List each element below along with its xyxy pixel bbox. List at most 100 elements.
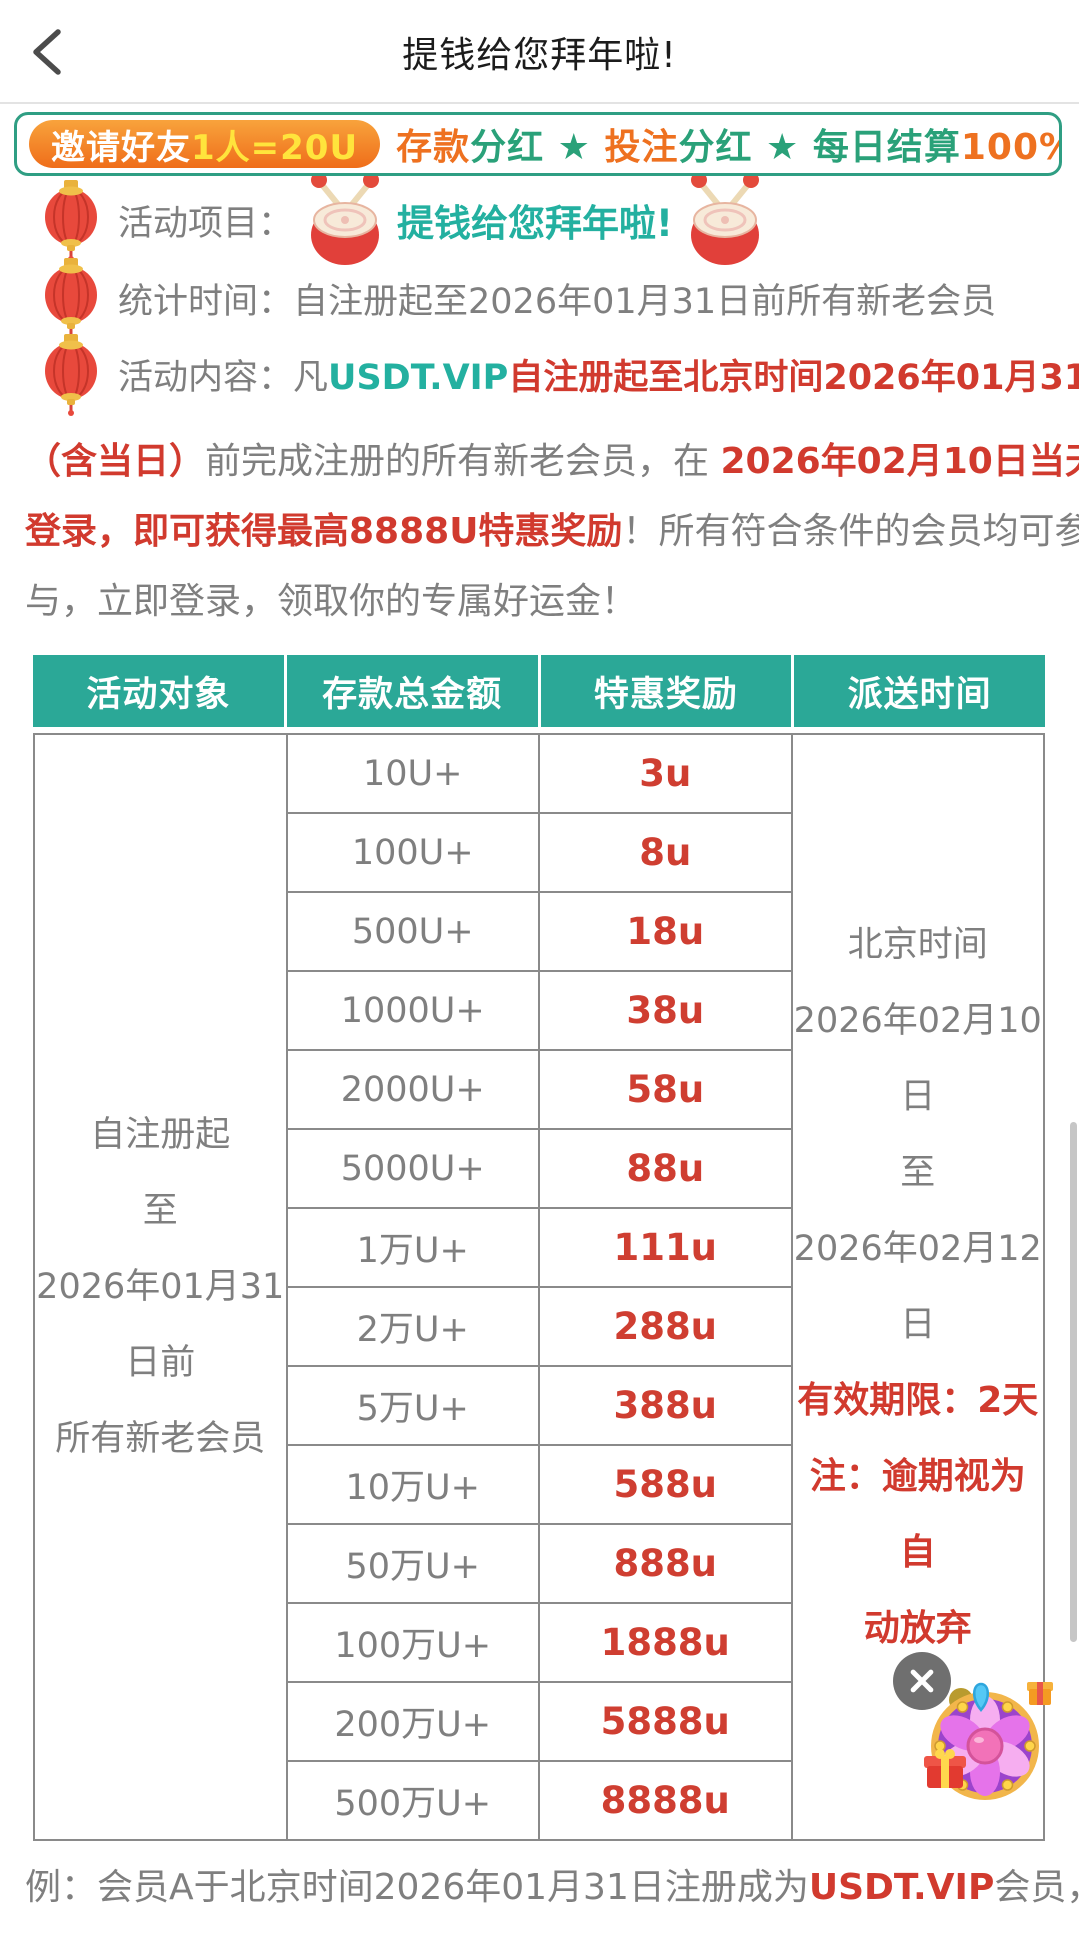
- delivery-line: 2026年02月12: [793, 1229, 1042, 1269]
- info-label: 活动项目：: [118, 203, 294, 244]
- audience-cell: 自注册起至 2026年01月31 日前 所有新老会员: [33, 733, 288, 1841]
- text-segment: 每日结算: [812, 127, 961, 168]
- text-segment: 登录，即可获得最高8888U特惠奖励: [25, 511, 623, 552]
- text-segment: USDT.VIP: [808, 1867, 995, 1908]
- gift-icon: [924, 1749, 966, 1788]
- activity-description: （含当日）前完成注册的所有新老会员，在 2026年02月10日当天 登录，即可获…: [25, 427, 1079, 637]
- scrollbar[interactable]: [1070, 1122, 1077, 1642]
- table-row: 500万U+ 8888u: [34, 1760, 1044, 1841]
- prize-wheel-icon: [924, 1682, 1053, 1800]
- deposit-cell: 10U+: [285, 733, 540, 814]
- reward-cell: 388u: [538, 1365, 793, 1446]
- text-segment: ！所有符合条件的会员均可参: [622, 511, 1079, 552]
- description-line: （含当日）前完成注册的所有新老会员，在 2026年02月10日当天: [25, 427, 1079, 497]
- text-segment: 100%赚钱: [960, 127, 1059, 168]
- table-row: 5万U+ 388u: [34, 1365, 1044, 1446]
- text-segment: 1人=20U: [191, 127, 359, 168]
- lantern-icon: [45, 334, 97, 416]
- close-button[interactable]: [893, 1652, 951, 1710]
- example-note: 例：会员A于北京时间2026年01月31日注册成为USDT.VIP会员，并: [25, 1862, 1079, 1914]
- info-label: 活动内容：: [118, 357, 294, 398]
- delivery-line: 至: [900, 1153, 936, 1193]
- reward-cell: 18u: [538, 891, 793, 972]
- deposit-cell: 10万U+: [285, 1444, 540, 1525]
- drum-icon: [690, 172, 759, 265]
- table-row: 10万U+ 588u: [34, 1444, 1044, 1525]
- header-cell-delivery: 派送时间: [794, 655, 1045, 727]
- text-segment: 前完成注册的所有新老会员，在: [205, 441, 721, 482]
- deposit-cell: 200万U+: [285, 1681, 540, 1762]
- topbar: 提钱给您拜年啦!: [0, 0, 1079, 104]
- audience-line: 2026年01月31: [36, 1267, 285, 1307]
- reward-cell: 38u: [538, 970, 793, 1051]
- table-row: 自注册起至 2026年01月31 日前所有新老会员 10U+ 3u 北京时间 2026年02…: [33, 733, 1045, 1841]
- delivery-deadline-line: 注：逾期视为自: [809, 1456, 1026, 1573]
- deposit-cell: 100万U+: [285, 1602, 540, 1683]
- delivery-line: 2026年02月10: [793, 1001, 1042, 1041]
- audience-line: 日前: [125, 1343, 196, 1383]
- table-row: 2000U+ 58u: [34, 1049, 1044, 1130]
- reward-cell: 888u: [538, 1523, 793, 1604]
- lantern-icon: [45, 180, 97, 262]
- reward-cell: 1888u: [538, 1602, 793, 1683]
- deposit-cell: 5000U+: [285, 1128, 540, 1209]
- table-row: 2万U+ 288u: [34, 1286, 1044, 1367]
- description-line: 与，立即登录，领取你的专属好运金！: [25, 567, 1060, 637]
- table-row: 1万U+ 111u: [34, 1207, 1044, 1288]
- info-label: 统计时间：: [118, 281, 294, 322]
- text-segment: 会员，并: [994, 1867, 1079, 1908]
- reward-cell: 58u: [538, 1049, 793, 1130]
- text-segment: 凡: [293, 357, 329, 398]
- reward-cell: 88u: [538, 1128, 793, 1209]
- reward-cell: 288u: [538, 1286, 793, 1367]
- reward-cell: 5888u: [538, 1681, 793, 1762]
- deposit-cell: 1000U+: [285, 970, 540, 1051]
- banner-marquee-text: 存款分红 ★ 投注分红 ★ 每日结算100%赚钱: [396, 118, 1059, 170]
- prize-wheel-button[interactable]: [921, 1680, 1055, 1810]
- header-cell-reward: 特惠奖励: [540, 655, 792, 727]
- page-title: 提钱给您拜年啦!: [402, 35, 677, 76]
- audience-line: 所有新老会员: [55, 1419, 266, 1459]
- text-segment: 邀请好友: [51, 127, 191, 168]
- text-segment: 自注册起至2026年01月31日前所有新老会员: [293, 281, 997, 322]
- delivery-line: 北京时间: [847, 925, 988, 965]
- audience-line: 自注册起: [90, 1115, 231, 1155]
- info-row-period: 统计时间： 自注册起至2026年01月31日前所有新老会员: [40, 258, 1069, 340]
- table-row: 200万U+ 5888u: [34, 1681, 1044, 1762]
- table-row: 5000U+ 88u: [34, 1128, 1044, 1209]
- text-segment: 分红: [470, 127, 545, 168]
- text-segment: 投注: [604, 127, 679, 168]
- deposit-cell: 2万U+: [285, 1286, 540, 1367]
- table-row: 100万U+ 1888u: [34, 1602, 1044, 1683]
- table-header-row: 活动对象 存款总金额 特惠奖励 派送时间: [33, 655, 1045, 727]
- text-segment: 与，立即登录，领取你的专属好运金！: [25, 581, 638, 622]
- table-row: 1000U+ 38u: [34, 970, 1044, 1051]
- lantern-icon: [45, 258, 97, 340]
- period-text: 自注册起至2026年01月31日前所有新老会员: [293, 273, 996, 324]
- text-segment: USDT.VIP: [328, 357, 509, 398]
- content-intro: 凡USDT.VIP自注册起至北京时间2026年01月31日: [293, 349, 1079, 400]
- deposit-cell: 500U+: [285, 891, 540, 972]
- text-segment: 存款: [396, 127, 471, 168]
- reward-cell: 111u: [538, 1207, 793, 1288]
- table-row: 50万U+ 888u: [34, 1523, 1044, 1604]
- text-segment: ★: [752, 127, 813, 168]
- deposit-cell: 50万U+: [285, 1523, 540, 1604]
- info-row-content: 活动内容： 凡USDT.VIP自注册起至北京时间2026年01月31日: [40, 334, 1079, 416]
- delivery-deadline-line: 有效期限：2天: [797, 1380, 1039, 1421]
- text-segment: 自注册起至北京时间2026年01月31日: [508, 357, 1079, 398]
- reward-cell: 3u: [538, 733, 793, 814]
- text-segment: 例：会员A于北京时间2026年01月31日注册成为: [25, 1867, 809, 1908]
- text-segment: 提钱给您拜年啦!: [397, 202, 673, 245]
- description-line: 登录，即可获得最高8888U特惠奖励！所有符合条件的会员均可参: [25, 497, 1079, 567]
- text-segment: 分红: [678, 127, 753, 168]
- back-button[interactable]: [20, 22, 80, 82]
- delivery-line: 日: [900, 1305, 936, 1345]
- header-cell-audience: 活动对象: [33, 655, 284, 727]
- back-chevron-icon: [33, 29, 61, 75]
- table-row: 500U+ 18u: [34, 891, 1044, 972]
- reward-cell: 8u: [538, 812, 793, 893]
- deposit-cell: 500万U+: [285, 1760, 540, 1841]
